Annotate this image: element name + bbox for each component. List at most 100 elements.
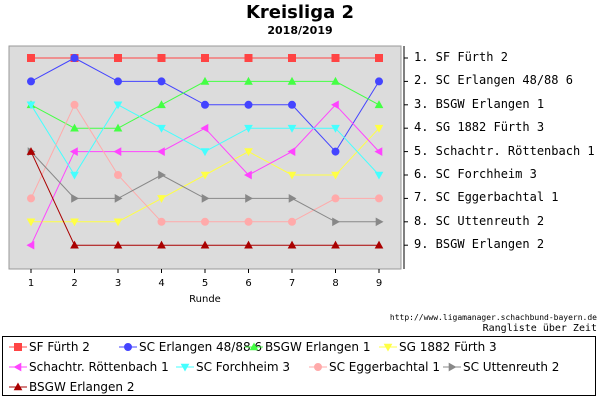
data-point (157, 54, 166, 62)
data-point (201, 100, 209, 109)
legend-symbol (309, 363, 327, 371)
legend-marker (14, 343, 22, 351)
data-point (287, 76, 297, 85)
data-point (288, 100, 296, 109)
data-point (375, 194, 383, 203)
data-point (375, 217, 384, 227)
data-point (201, 217, 209, 226)
x-tick-label: 2 (71, 278, 77, 289)
series (27, 147, 384, 227)
legend-symbol (443, 362, 461, 372)
data-point (156, 147, 165, 156)
data-point (70, 100, 79, 109)
legend-marker (314, 363, 322, 371)
rank-label: 2. SC Erlangen 48/88 6 (414, 73, 573, 88)
data-point (70, 171, 79, 180)
data-point (331, 76, 340, 85)
data-point (374, 240, 384, 249)
x-axis: 1 2 3 4 5 6 7 8 9 (28, 269, 382, 289)
data-point (374, 147, 383, 156)
legend: SF Fürth 2 SC Erlangen 48/88 6 BSGW Erlang… (2, 336, 596, 396)
legend-marker (180, 363, 190, 372)
legend-symbol (379, 343, 397, 352)
data-point (201, 54, 209, 62)
data-point (69, 147, 78, 156)
series (27, 100, 383, 226)
x-axis-label: Runde (189, 294, 221, 305)
data-point (244, 240, 253, 249)
data-point (200, 171, 210, 180)
legend-label: SF Fürth 2 (29, 340, 90, 354)
data-point (332, 217, 341, 227)
y-axis (403, 46, 408, 269)
source-url[interactable]: http://www.ligamanager.schachbund-bayern… (389, 313, 597, 322)
data-point (243, 170, 252, 180)
data-point (331, 54, 340, 62)
data-point (113, 123, 123, 132)
data-point (288, 217, 296, 226)
legend-label: BSGW Erlangen 2 (29, 380, 135, 394)
x-tick-label: 6 (245, 278, 251, 289)
rank-label: 7. SC Eggerbachtal 1 (414, 190, 559, 205)
x-tick-label: 1 (28, 278, 34, 289)
series-group (26, 54, 384, 250)
data-point (375, 77, 383, 86)
data-point (288, 54, 296, 62)
data-point (331, 240, 340, 249)
data-point (374, 171, 384, 180)
legend-label: SC Forchheim 3 (196, 360, 290, 374)
data-point (114, 54, 122, 62)
data-point (244, 217, 253, 226)
legend-marker (124, 343, 132, 351)
data-point (331, 124, 340, 133)
legend-label: SC Erlangen 48/88 6 (139, 340, 263, 354)
data-point (374, 100, 384, 109)
data-point (113, 240, 123, 249)
rank-label: 1. SF Fürth 2 (414, 50, 508, 64)
data-point (200, 76, 210, 85)
data-point (113, 101, 123, 110)
data-point (26, 218, 36, 227)
data-point (70, 240, 79, 249)
data-point (244, 100, 253, 109)
legend-label: SG 1882 Fürth 3 (399, 340, 497, 354)
data-point (200, 148, 210, 157)
data-point (157, 240, 166, 249)
legend-label: Schachtr. Röttenbach 1 (29, 360, 169, 374)
data-point (157, 77, 166, 86)
legend-symbol (245, 342, 263, 351)
rank-label: 9. BSGW Erlangen 2 (414, 237, 545, 252)
data-point (375, 54, 383, 62)
x-tick-label: 3 (115, 278, 121, 289)
data-point (287, 124, 297, 133)
data-point (331, 194, 340, 203)
legend-marker (383, 343, 393, 352)
rank-label: 3. BSGW Erlangen 1 (414, 96, 545, 111)
data-point (331, 171, 340, 180)
data-point (330, 100, 339, 110)
data-point (70, 54, 79, 62)
legend-label: BSGW Erlangen 1 (265, 340, 371, 354)
data-point (244, 148, 253, 157)
x-tick-label: 7 (289, 278, 295, 289)
data-point (374, 124, 384, 133)
legend-symbol (176, 363, 194, 372)
data-point (27, 77, 35, 86)
legend-symbol (9, 382, 27, 391)
data-point (26, 101, 36, 110)
data-point (200, 240, 210, 249)
legend-marker (448, 362, 457, 372)
data-point (113, 218, 123, 227)
rank-label: 5. Schachtr. Röttenbach 1 (414, 143, 595, 158)
legend-symbol (119, 343, 137, 351)
rank-label: 8. SC Uttenreuth 2 (414, 213, 545, 228)
data-point (287, 147, 296, 156)
legend-marker (13, 362, 22, 372)
data-point (201, 194, 210, 203)
legend-marker (249, 342, 259, 351)
data-point (287, 171, 297, 180)
data-point (331, 147, 340, 156)
data-point (70, 123, 79, 132)
data-point (157, 100, 166, 109)
rank-label: 6. SC Forchheim 3 (414, 167, 537, 181)
